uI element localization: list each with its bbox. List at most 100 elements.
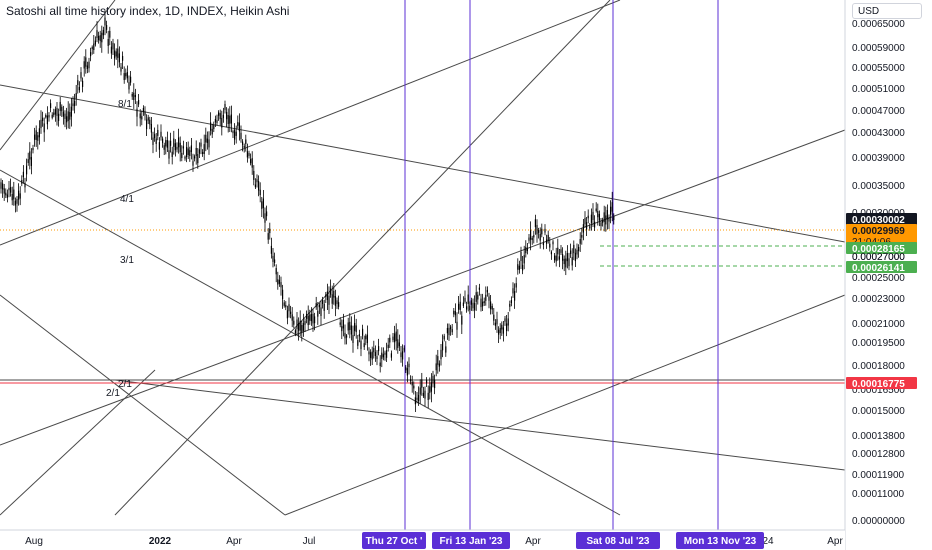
candle-body <box>256 179 258 183</box>
candle-body <box>312 313 314 324</box>
candle-body <box>528 237 530 241</box>
price-axis-label: 0.00059000 <box>852 43 905 54</box>
candle-body <box>590 214 592 223</box>
candle-body <box>186 147 188 158</box>
date-marker-tags: Thu 27 Oct ' Fri 13 Jan '23 Sat 08 Jul '23… <box>362 532 764 549</box>
candle-body <box>370 352 372 358</box>
candle-body <box>539 233 541 241</box>
candle-body <box>603 212 605 222</box>
candle-body <box>448 327 450 336</box>
candle-body <box>339 322 341 325</box>
candle-body <box>261 201 263 209</box>
candle-body <box>174 143 176 151</box>
candle-body <box>67 111 69 122</box>
candle-body <box>184 156 186 159</box>
candle-body <box>381 352 383 359</box>
candle-body <box>469 305 471 311</box>
candle-body <box>258 181 260 191</box>
gann-fan-label: 2/1 <box>106 388 120 399</box>
candle-body <box>570 250 572 254</box>
candle-body <box>405 367 407 371</box>
candle-body <box>456 321 458 330</box>
candle-body <box>605 215 607 225</box>
candle-body <box>134 94 136 98</box>
gann-fan-line <box>0 84 846 243</box>
candle-body <box>453 310 455 315</box>
candle-body <box>347 322 349 331</box>
candle-body <box>390 353 392 358</box>
gann-fan-label: 8/1 <box>118 99 132 110</box>
candle-body <box>435 363 437 371</box>
price-axis-panel[interactable] <box>845 0 932 550</box>
candle-body <box>221 117 223 128</box>
candle-body <box>152 137 154 145</box>
candle-body <box>371 351 373 360</box>
candle-body <box>341 326 343 332</box>
candle-body <box>50 103 52 109</box>
time-axis-label: Aug <box>25 536 43 547</box>
candle-body <box>581 235 583 238</box>
candle-body <box>203 144 205 154</box>
currency-selector[interactable]: USD <box>852 3 922 19</box>
candle-body <box>126 72 128 79</box>
candle-body <box>392 336 394 341</box>
candle-body <box>378 346 380 352</box>
candle-body <box>526 248 528 251</box>
candle-body <box>251 158 253 168</box>
candle-body <box>602 220 604 223</box>
candle-body <box>299 320 301 331</box>
candle-body <box>363 343 365 348</box>
candle-body <box>546 239 548 244</box>
candle-body <box>165 140 167 147</box>
candle-body <box>509 303 511 307</box>
candle-body <box>136 108 138 117</box>
candle-body <box>491 306 493 310</box>
candle-body <box>43 123 45 133</box>
candle-body <box>410 379 412 382</box>
candle-body <box>315 303 317 308</box>
gann-fan-label: 2/1 <box>118 379 132 390</box>
candle-body <box>354 322 356 331</box>
candle-body <box>330 288 332 295</box>
candle-body <box>346 335 348 338</box>
candle-body <box>85 57 87 67</box>
candle-body <box>584 217 586 225</box>
candle-body <box>475 292 477 302</box>
candle-body <box>98 35 100 41</box>
candle-body <box>517 264 519 270</box>
candle-body <box>222 114 224 119</box>
candle-body <box>373 348 375 353</box>
candle-body <box>374 352 376 356</box>
candle-body <box>403 347 405 351</box>
candle-body <box>96 30 98 39</box>
candle-body <box>240 132 242 140</box>
candle-body <box>333 290 335 298</box>
candle-body <box>34 134 36 140</box>
gann-fan-line <box>0 0 116 151</box>
candle-body <box>566 253 568 262</box>
candle-body <box>61 106 63 112</box>
candle-body <box>366 334 368 344</box>
candle-body <box>46 115 48 125</box>
candle-body <box>93 43 95 51</box>
candle-body <box>352 335 354 343</box>
candle-body <box>610 206 612 215</box>
price-axis-label: 0.00011900 <box>852 470 905 481</box>
candle-body <box>110 46 112 54</box>
gann-fan-line <box>0 294 286 516</box>
candle-body <box>542 242 544 246</box>
candle-body <box>411 381 413 386</box>
candle-body <box>182 146 184 149</box>
gann-fan-line <box>284 294 846 516</box>
candle-body <box>117 48 119 58</box>
candle-body <box>350 325 352 335</box>
candle-body <box>210 122 212 131</box>
candle-body <box>592 211 594 220</box>
candle-body <box>190 145 192 152</box>
candle-body <box>218 112 220 116</box>
candle-body <box>178 137 180 148</box>
candle-body <box>139 113 141 119</box>
price-tag-label: 0.00026141 <box>852 263 905 274</box>
candle-body <box>301 325 303 333</box>
